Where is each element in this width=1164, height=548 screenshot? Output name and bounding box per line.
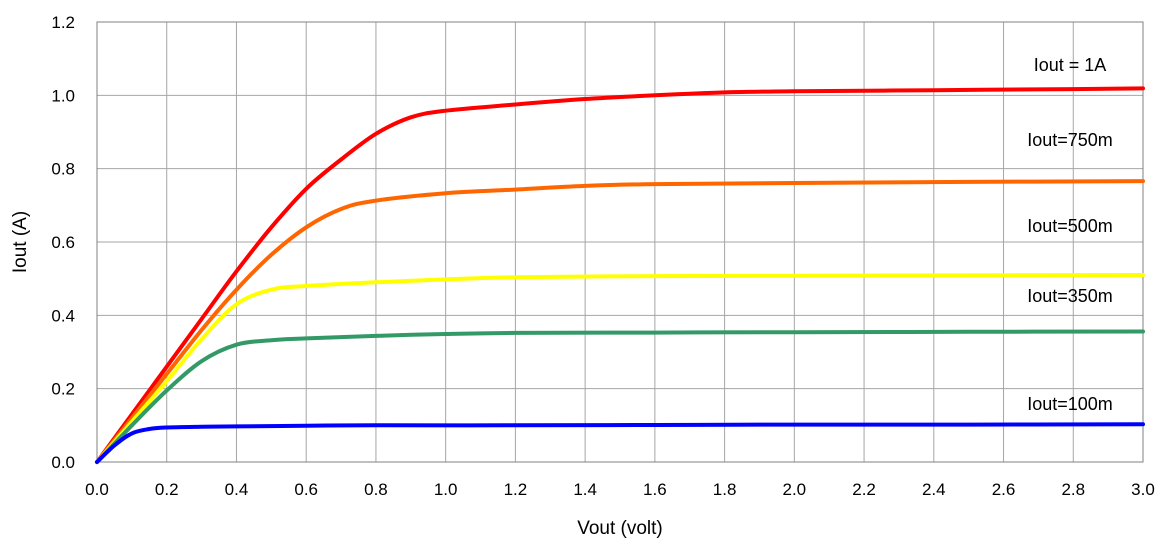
series-label-3: Iout=500m: [1027, 216, 1113, 236]
y-tick-label: 0.6: [51, 233, 75, 252]
x-tick-label: 2.4: [922, 480, 946, 499]
x-tick-label: 1.4: [573, 480, 597, 499]
x-tick-label: 0.4: [225, 480, 249, 499]
series-line-3: [95, 273, 1145, 464]
x-tick-label: 2.2: [852, 480, 876, 499]
x-tick-label: 1.0: [434, 480, 458, 499]
x-tick-labels: 0.0 0.2 0.4 0.6 0.8 1.0 1.2 1.4 1.6 1.8 2.0 2.2 2.4 2…: [85, 480, 1155, 499]
x-tick-label: 2.0: [783, 480, 807, 499]
y-tick-label: 0.2: [51, 380, 75, 399]
x-tick-label: 2.8: [1061, 480, 1085, 499]
series-label-2: Iout=750m: [1027, 130, 1113, 150]
x-tick-label: 0.6: [294, 480, 318, 499]
series-label-5: Iout=100m: [1027, 394, 1113, 414]
y-tick-label: 0.4: [51, 306, 75, 325]
plot-area: [96, 21, 1144, 463]
series-line-1: [95, 86, 1145, 464]
y-tick-labels: 0.0 0.2 0.4 0.6 0.8 1.0 1.2: [51, 13, 75, 472]
y-tick-label: 0.0: [51, 453, 75, 472]
y-tick-label: 1.0: [51, 86, 75, 105]
series-lines: [95, 86, 1145, 464]
x-tick-label: 0.8: [364, 480, 388, 499]
x-tick-label: 0.2: [155, 480, 179, 499]
y-tick-label: 0.8: [51, 160, 75, 179]
series-line-5: [95, 422, 1145, 464]
x-tick-label: 1.8: [713, 480, 737, 499]
y-tick-label: 1.2: [51, 13, 75, 32]
x-tick-label: 3.0: [1131, 480, 1155, 499]
series-line-2: [95, 179, 1145, 464]
series-line-4: [95, 329, 1145, 464]
x-tick-label: 2.6: [992, 480, 1016, 499]
x-axis-title: Vout (volt): [577, 518, 663, 539]
y-axis-title: Iout (A): [10, 211, 31, 273]
series-label-4: Iout=350m: [1027, 286, 1113, 306]
x-tick-label: 1.2: [504, 480, 528, 499]
x-tick-label: 1.6: [643, 480, 667, 499]
x-tick-label: 0.0: [85, 480, 109, 499]
series-label-1: Iout = 1A: [1034, 55, 1107, 75]
series-labels: Iout = 1A Iout=750m Iout=500m Iout=350m Iout…: [1027, 55, 1113, 414]
